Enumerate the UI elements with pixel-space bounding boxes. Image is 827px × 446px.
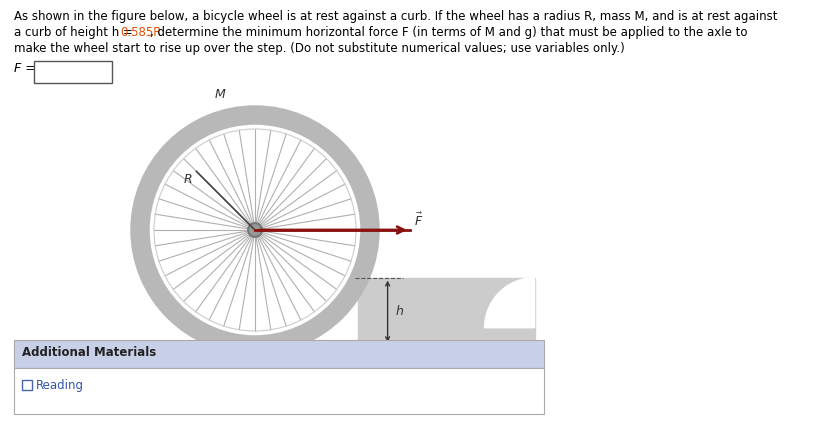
FancyBboxPatch shape <box>14 368 544 414</box>
Polygon shape <box>110 345 362 373</box>
FancyBboxPatch shape <box>14 340 544 368</box>
Text: a curb of height h =: a curb of height h = <box>14 26 136 39</box>
Text: $\vec{F}$: $\vec{F}$ <box>414 212 423 229</box>
Text: 0.585R: 0.585R <box>120 26 161 39</box>
FancyBboxPatch shape <box>34 61 112 83</box>
Text: make the wheel start to rise up over the step. (Do not substitute numerical valu: make the wheel start to rise up over the… <box>14 42 624 55</box>
Polygon shape <box>485 278 534 328</box>
Circle shape <box>140 115 370 345</box>
Polygon shape <box>357 278 534 373</box>
FancyBboxPatch shape <box>22 380 32 390</box>
Text: F =: F = <box>14 62 36 75</box>
Text: R: R <box>184 173 193 186</box>
Text: , determine the minimum horizontal force F (in terms of M and g) that must be ap: , determine the minimum horizontal force… <box>151 26 748 39</box>
Text: Additional Materials: Additional Materials <box>22 346 156 359</box>
Text: h: h <box>395 305 404 318</box>
Text: M: M <box>215 88 226 101</box>
Text: Reading: Reading <box>36 379 84 392</box>
Text: As shown in the figure below, a bicycle wheel is at rest against a curb. If the : As shown in the figure below, a bicycle … <box>14 10 777 23</box>
Circle shape <box>248 223 262 237</box>
